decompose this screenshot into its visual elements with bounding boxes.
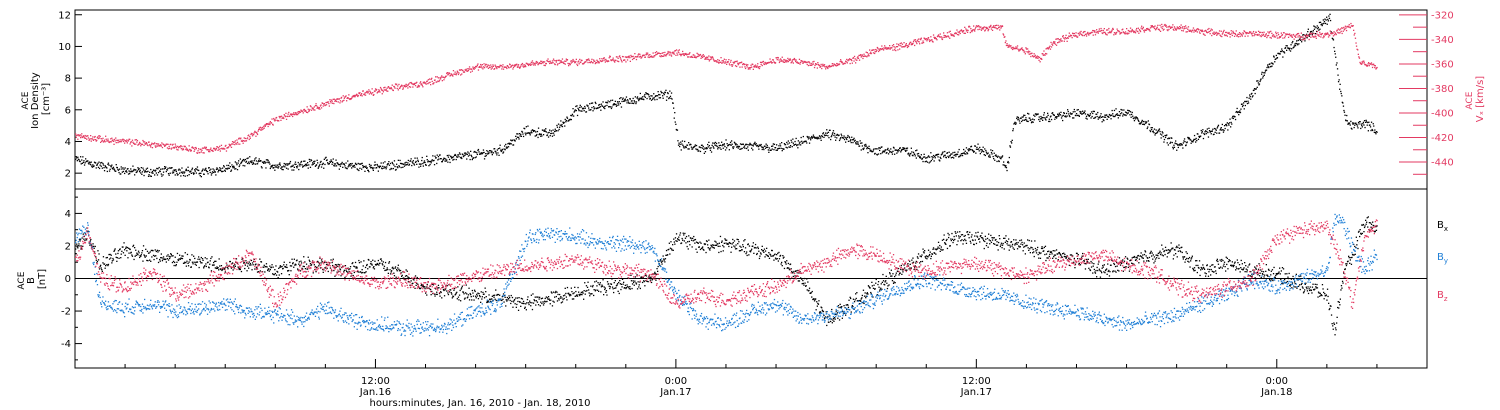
top-series-1 — [75, 22, 1378, 154]
velocity-tick-label: -440 — [1431, 158, 1454, 169]
velocity-tick-label: -360 — [1431, 59, 1454, 70]
x-axis-label: hours:minutes, Jan. 16, 2010 - Jan. 18, … — [370, 398, 591, 409]
date-tick-label: Jan.17 — [659, 387, 691, 398]
density-tick-label: 2 — [65, 169, 71, 180]
bottom-data-points — [75, 213, 1378, 337]
velocity-ylabel: ACE Vₓ [km/s] — [1464, 76, 1486, 122]
velocity-tick-label: -320 — [1431, 10, 1454, 21]
density-ylabel-line-3: [cm⁻³] — [41, 83, 52, 115]
density-tick-label: 12 — [58, 10, 71, 21]
velocity-tick-label: -400 — [1431, 108, 1454, 119]
density-tick-label: 10 — [58, 42, 71, 53]
density-ylabel: ACE Ion Density [cm⁻³] — [20, 69, 52, 129]
velocity-ylabel-line-1: ACE — [1465, 91, 1475, 109]
time-axis-ticks: 12:00Jan.160:00Jan.1712:00Jan.170:00Jan.… — [124, 359, 1378, 398]
b-axis-ticks: -4 -2 0 2 4 — [61, 196, 82, 361]
top-series-0 — [75, 13, 1378, 178]
legend-subscript: y — [1444, 257, 1448, 265]
legend-label: B — [1437, 252, 1444, 263]
density-tick-label: 6 — [65, 105, 71, 116]
legend-entry-z: Bz — [1437, 290, 1448, 303]
velocity-ylabel-line-2: Vₓ [km/s] — [1475, 76, 1486, 122]
b-tick-label: 4 — [65, 209, 71, 220]
legend-entry-y: By — [1437, 252, 1448, 265]
top-data-points — [75, 13, 1378, 178]
density-ylabel-line-2: Ion Density — [30, 72, 41, 129]
time-tick-label: 12:00 — [962, 376, 991, 387]
b-tick-label: 0 — [65, 274, 71, 285]
time-tick-label: 12:00 — [361, 376, 390, 387]
velocity-tick-label: -380 — [1431, 84, 1454, 95]
date-tick-label: Jan.17 — [960, 387, 992, 398]
b-ylabel-line-1: ACE — [17, 271, 27, 289]
b-ylabel-line-2: B — [26, 277, 37, 284]
date-tick-label: Jan.16 — [359, 387, 391, 398]
legend-entry-x: Bx — [1437, 220, 1448, 233]
top-plot-frame — [74, 9, 1428, 190]
velocity-tick-label: -340 — [1431, 35, 1454, 46]
b-series-Bx — [75, 216, 1378, 336]
date-tick-label: Jan.18 — [1260, 387, 1292, 398]
velocity-axis-ticks: -320 -340 -360 -380 -400 -420 -440 — [1399, 10, 1454, 175]
legend-label: B — [1437, 220, 1444, 231]
b-ylabel: ACE B [nT] — [16, 268, 48, 289]
top-panel: 2 4 6 8 10 12 -320 -340 -360 -380 -400 -420 -440 AC… — [20, 9, 1486, 190]
time-tick-label: 0:00 — [665, 376, 687, 387]
b-tick-label: -2 — [61, 307, 71, 318]
b-ylabel-line-3: [nT] — [37, 269, 48, 289]
velocity-tick-label: -420 — [1431, 133, 1454, 144]
b-tick-label: -4 — [61, 339, 71, 350]
b-tick-label: 2 — [65, 241, 71, 252]
legend-subscript: z — [1444, 295, 1448, 303]
density-ylabel-line-1: ACE — [21, 91, 31, 109]
legend-subscript: x — [1444, 225, 1448, 233]
legend-label: B — [1437, 290, 1444, 301]
b-series-By — [75, 213, 1378, 337]
b-series-Bz — [75, 219, 1378, 309]
density-tick-label: 4 — [65, 137, 71, 148]
density-tick-label: 8 — [65, 74, 71, 85]
time-tick-label: 0:00 — [1266, 376, 1288, 387]
density-axis-ticks: 2 4 6 8 10 12 — [58, 10, 82, 180]
